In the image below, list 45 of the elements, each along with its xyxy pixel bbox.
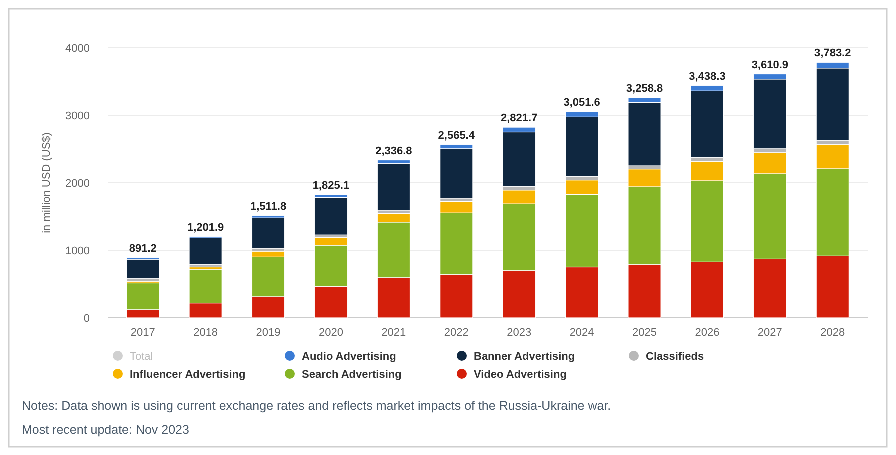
y-tick-label: 1000: [66, 245, 90, 258]
bar: [314, 197, 348, 236]
x-tick-label: 2023: [507, 327, 532, 339]
total-label: 3,051.6: [564, 97, 600, 110]
bar: [440, 148, 474, 199]
bar: [189, 238, 222, 265]
bar: [377, 163, 411, 211]
x-tick-label: 2027: [758, 327, 782, 339]
total-label: 3,438.3: [689, 70, 726, 83]
y-tick-label: 2000: [66, 178, 90, 190]
x-tick-label: 2022: [444, 327, 469, 339]
total-label: 2,565.4: [438, 130, 476, 142]
x-tick-label: 2026: [695, 327, 720, 339]
x-tick-label: 2024: [570, 327, 594, 339]
bar: [252, 218, 286, 249]
text: Notes: Data shown is using current exchange rates and reflects market impacts of the Russia-Ukraine war.: [22, 399, 612, 413]
x-tick-label: 2028: [820, 327, 846, 339]
legend-label: Total: [130, 350, 154, 363]
x-tick-label: 2025: [632, 327, 658, 339]
total-label: 2,821.7: [501, 112, 538, 125]
x-tick-label: 2021: [382, 327, 406, 339]
legend-label: Influencer Advertising: [130, 368, 246, 381]
total-label: 1,825.1: [312, 180, 350, 192]
x-tick-label: 2020: [318, 327, 344, 339]
total-label: 2,336.8: [376, 145, 412, 158]
total-label: 3,258.8: [626, 83, 664, 96]
y-axis-title: in million USD (US$): [41, 132, 53, 234]
x-tick-label: 2017: [130, 327, 156, 339]
legend-label: Search Advertising: [302, 368, 402, 381]
text: Most recent update: Nov 2023: [22, 423, 190, 437]
y-tick-label: 4000: [66, 42, 90, 55]
total-label: 3,783.2: [814, 48, 852, 60]
legend-label: Audio Advertising: [302, 350, 396, 363]
x-tick-label: 2019: [256, 327, 281, 339]
total-label: 1,201.9: [187, 222, 224, 234]
legend-label: Classifieds: [646, 350, 704, 363]
legend-label: Video Advertising: [474, 368, 567, 381]
total-label: 3,610.9: [752, 59, 789, 72]
total-label: 1,511.8: [250, 200, 287, 213]
legend-label: Banner Advertising: [474, 350, 576, 363]
bar: [126, 259, 160, 280]
x-tick-label: 2018: [194, 327, 218, 339]
total-label: 891.2: [129, 242, 157, 255]
y-tick-label: 3000: [66, 110, 90, 122]
y-tick-label: 0: [84, 312, 90, 325]
